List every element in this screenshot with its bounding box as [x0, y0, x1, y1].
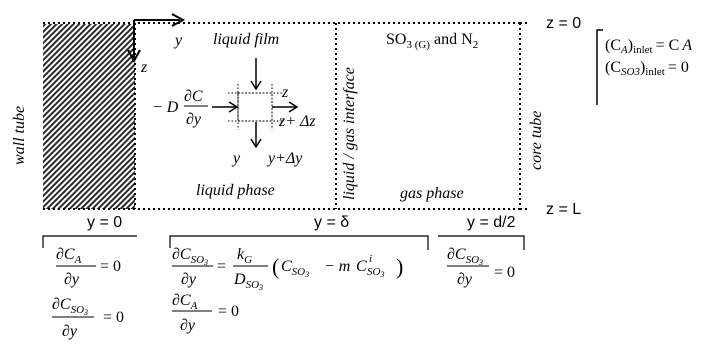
svg-text:− m: − m [324, 258, 350, 275]
gas-title: SO3 (G) and N2 [386, 31, 478, 51]
svg-text:− D: − D [152, 99, 179, 116]
svg-text:= 0: = 0 [218, 303, 239, 320]
svg-text:C: C [356, 258, 367, 275]
svg-text:= 0: = 0 [494, 264, 515, 281]
gas-phase-label: gas phase [400, 185, 464, 202]
bc-wall-ca: ∂CA ∂y = 0 [56, 246, 121, 288]
dz-z-plus-label: z+ Δz [278, 113, 316, 130]
wall-hatch [43, 24, 135, 209]
svg-text:∂y: ∂y [180, 317, 196, 334]
flux-expression: − D ∂C ∂y [152, 88, 208, 128]
svg-text:∂y: ∂y [64, 271, 80, 288]
dy-y-label: y [231, 150, 241, 167]
wall-tube-label: wall tube [11, 106, 28, 165]
svg-text:SO3: SO3 [367, 266, 384, 279]
y-zero-label: y = 0 [87, 214, 122, 231]
svg-text:kG: kG [237, 246, 252, 266]
svg-text:∂y: ∂y [181, 271, 197, 288]
dz-z-label: z [281, 84, 289, 101]
bc-right-bracket [438, 235, 525, 250]
liquid-phase-label: liquid phase [196, 182, 275, 199]
liquid-film-label: liquid film [213, 31, 279, 48]
z-axis-label: z [140, 59, 148, 76]
core-tube-label: core tube [528, 111, 545, 170]
bc-interface-ca: ∂CA ∂y = 0 [172, 292, 239, 334]
bc-interface-so3: ∂CSO3 ∂y = kG DSO3 ( CSO3 − m C i SO3 ) [172, 246, 403, 292]
svg-text:CSO3: CSO3 [281, 258, 309, 279]
svg-text:= 0: = 0 [100, 258, 121, 275]
dy-y-plus-label: y+Δy [266, 150, 303, 167]
y-d2-label: y = d/2 [467, 214, 516, 231]
z-zero-label: z = 0 [546, 15, 581, 32]
svg-text:∂y: ∂y [186, 111, 202, 128]
y-axis-label: y [173, 32, 183, 49]
svg-text:i: i [369, 253, 372, 265]
y-delta-label: y = δ [314, 214, 349, 231]
bc-middle-bracket [169, 235, 429, 250]
svg-text:∂CSO3: ∂CSO3 [447, 246, 483, 267]
flux-arrows [212, 58, 299, 149]
svg-text:(: ( [272, 254, 279, 279]
inlet-so3-condition: (CSO3)inlet = 0 [605, 59, 689, 78]
bc-centerline-so3: ∂CSO3 ∂y = 0 [447, 246, 515, 288]
inlet-bracket [596, 29, 603, 105]
bc-wall-so3: ∂CSO3 ∂y = 0 [52, 296, 124, 340]
svg-text:∂y: ∂y [62, 323, 78, 340]
svg-text:∂CSO3: ∂CSO3 [52, 296, 88, 317]
svg-text:DSO3: DSO3 [233, 271, 263, 292]
svg-text:∂CA: ∂CA [172, 292, 198, 312]
interface-label: liquid / gas interface [341, 67, 358, 200]
z-l-label: z = L [546, 201, 581, 218]
svg-text:): ) [396, 254, 403, 279]
bc-left-bracket [42, 235, 137, 248]
coordinate-axes [127, 13, 186, 64]
svg-text:∂C: ∂C [184, 88, 203, 105]
svg-text:=: = [217, 258, 226, 275]
svg-text:∂CSO3: ∂CSO3 [172, 246, 208, 267]
svg-text:∂CA: ∂CA [56, 246, 82, 266]
svg-text:= 0: = 0 [103, 309, 124, 326]
svg-text:∂y: ∂y [457, 271, 473, 288]
